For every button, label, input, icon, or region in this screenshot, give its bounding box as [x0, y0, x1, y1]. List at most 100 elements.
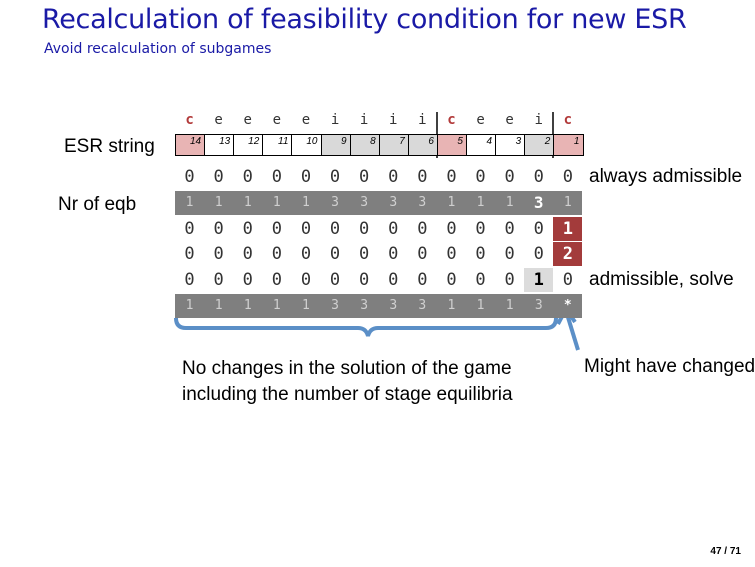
row-value: 0	[271, 219, 282, 239]
esr-index: 13	[204, 134, 236, 156]
esr-index: 3	[495, 134, 527, 156]
row-value: *	[563, 298, 572, 313]
eqb-label: Nr of eqb	[58, 194, 137, 215]
esr-letter: e	[505, 112, 514, 128]
row-value: 0	[417, 219, 428, 239]
row-value: 3	[418, 298, 427, 313]
subtitle: Avoid recalculation of subgames	[44, 41, 272, 57]
caption-line: No changes in the solution of the game	[182, 358, 512, 379]
row-value: 0	[213, 244, 224, 264]
esr-index: 10	[291, 134, 323, 156]
row-value: 0	[184, 270, 195, 290]
row-value: 0	[242, 270, 253, 290]
row-value: 0	[242, 167, 253, 187]
row-value: 1	[505, 195, 514, 210]
row-value: 0	[388, 167, 399, 187]
row-value: 0	[359, 244, 370, 264]
row-value: 0	[504, 167, 515, 187]
row-value: 0	[329, 270, 341, 290]
row-value: 1	[302, 298, 310, 313]
esr-index: 9	[320, 134, 352, 156]
row-value: 0	[475, 244, 486, 264]
esr-index: 6	[407, 134, 439, 156]
esr-index: 14	[175, 134, 207, 156]
row-value: 1	[185, 298, 194, 313]
row-value: 0	[271, 244, 282, 264]
esr-letter: i	[418, 112, 427, 128]
row-value: 0	[417, 244, 428, 264]
row-value: 0	[562, 167, 573, 187]
row-value: 0	[417, 167, 428, 187]
row-value: 0	[475, 167, 486, 187]
row-value: 1	[524, 268, 554, 292]
esr-letter: i	[359, 112, 369, 128]
row-value: 0	[446, 244, 457, 264]
esr-letter: e	[243, 112, 252, 128]
brace	[174, 317, 558, 337]
row-value: 0	[388, 270, 399, 290]
esr-index: 2	[524, 134, 556, 156]
row-value: 1	[505, 298, 514, 313]
row-value: 0	[300, 244, 312, 264]
row-band	[175, 191, 583, 215]
row-value: 0	[329, 219, 341, 239]
row-band	[175, 294, 583, 318]
caption-line: including the number of stage equilibria	[182, 384, 513, 405]
row-value: 0	[533, 167, 544, 187]
row-value: 3	[389, 195, 398, 210]
row-value: 1	[243, 195, 252, 210]
row-value: 0	[184, 244, 195, 264]
row-value: 1	[476, 195, 485, 210]
row-value: 0	[359, 167, 370, 187]
row-value: 0	[504, 219, 515, 239]
row-value: 0	[446, 270, 457, 290]
row-value: 0	[271, 167, 282, 187]
row-value: 0	[562, 270, 573, 290]
esr-letter: e	[476, 112, 485, 128]
row-value: 0	[329, 244, 341, 264]
page-number: 47 / 71	[710, 546, 741, 557]
esr-letter: i	[330, 112, 340, 128]
row-value: 3	[331, 195, 339, 210]
esr-index: 1	[553, 134, 585, 156]
row-value: 0	[184, 167, 195, 187]
row-value: 3	[331, 298, 339, 313]
row-value: 3	[389, 298, 398, 313]
row-value: 0	[446, 167, 457, 187]
row-value: 0	[242, 244, 253, 264]
row-value: 1	[447, 298, 456, 313]
row-value: 0	[504, 270, 515, 290]
brace-caption: No changes in the solution of the game i…	[182, 356, 513, 408]
esr-letter: c	[185, 112, 194, 128]
esr-index: 7	[378, 134, 410, 156]
esr-letter: c	[563, 112, 573, 128]
esr-index: 11	[262, 134, 294, 156]
row-value: 0	[446, 219, 457, 239]
esr-index: 5	[436, 134, 468, 156]
esr-letter: i	[389, 112, 398, 128]
row-value: 0	[300, 270, 312, 290]
row-value: 0	[300, 167, 312, 187]
row-value: 0	[213, 270, 224, 290]
row-value: 0	[388, 219, 399, 239]
row-value: 3	[533, 193, 544, 212]
row-value: 0	[504, 244, 515, 264]
row-note: always admissible	[589, 166, 743, 187]
row-value: 0	[300, 219, 312, 239]
row-value: 0	[359, 219, 370, 239]
row-value: 1	[563, 195, 572, 210]
row-value: 3	[360, 298, 369, 313]
row-value: 1	[447, 195, 456, 210]
row-value: 3	[534, 298, 543, 313]
row-value: 0	[329, 167, 341, 187]
row-value: 1	[272, 195, 281, 210]
esr-letter: e	[214, 112, 223, 128]
title: Recalculation of feasibility condition f…	[42, 4, 687, 35]
arrow	[565, 313, 580, 351]
arrow-caption: Might have changed	[584, 356, 755, 377]
row-value: 0	[417, 270, 428, 290]
esr-label: ESR string	[64, 136, 155, 157]
row-value: 1	[243, 298, 252, 313]
row-value: 0	[184, 219, 195, 239]
